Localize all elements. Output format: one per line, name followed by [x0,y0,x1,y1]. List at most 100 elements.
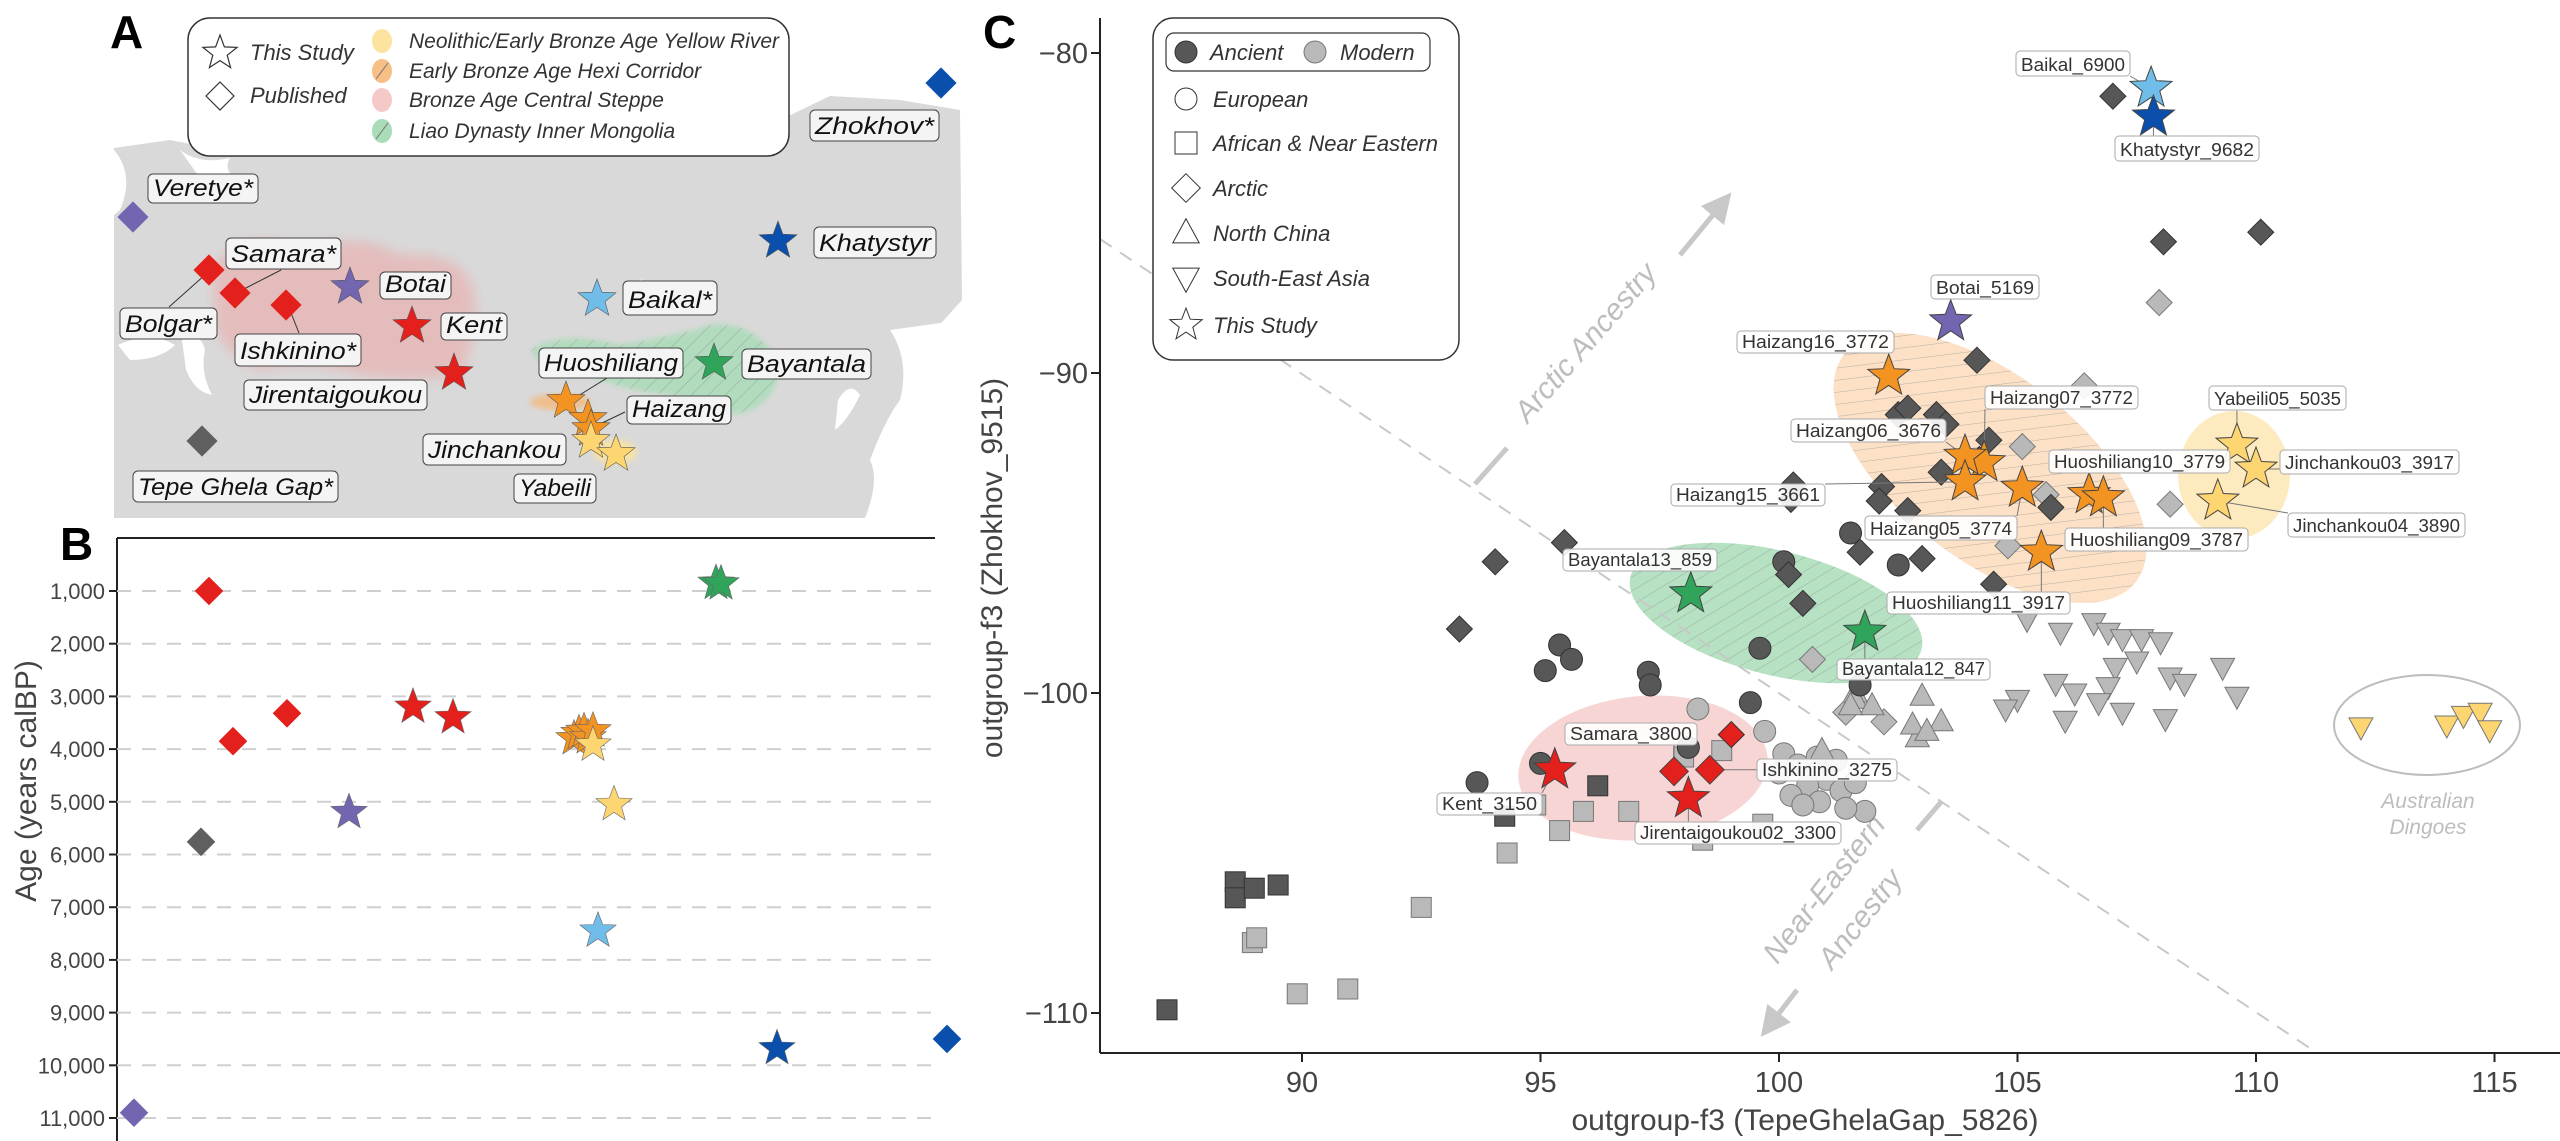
point-label-bayantala13-859: Bayantala13_859 [1562,548,1718,572]
point-label-yabeili05-5035: Yabeili05_5035 [2208,385,2347,411]
map-site-label: Baikal* [628,287,713,314]
data-point-diamond [2037,493,2065,522]
map-label-box [809,109,940,142]
data-point-square [1496,842,1518,864]
data-point-circle [1738,691,1762,715]
data-point-square [1572,800,1594,822]
panel-letter-b: B [60,518,93,570]
data-point-triangle-up [1914,717,1940,741]
label-box [1984,385,2139,410]
data-point-circle [1886,553,1910,577]
data-point-triangle-down [2095,677,2121,701]
legend-region-label: Neolithic/Early Bronze Age Yellow River [409,30,780,53]
data-point-square [1410,896,1432,918]
label-text: Baikal_6900 [2021,55,2125,76]
legend-ancient-label: Ancient [1208,40,1284,65]
label-box [1930,274,2040,300]
point-label-huoshiliang09-3787: Huoshiliang09_3787 [2064,527,2249,552]
data-point-triangle-down [2171,673,2198,698]
panel-letter-c: C [983,6,1016,58]
series-modern-south-east-asia [1992,609,2250,735]
map-site-jirentaigoukou: Jirentaigoukou [243,352,474,411]
data-point-triangle-down [2123,651,2150,676]
legend-item-north-china: North China [1171,217,1330,246]
label-text: Haizang06_3676 [1796,421,1941,442]
legend-region-label: Early Bronze Age Hexi Corridor [409,60,702,83]
y-tick-label: 3,000 [50,684,105,709]
star-marker-icon [758,220,798,258]
diamond-marker-icon [117,201,149,233]
data-point-triangle-up [1837,691,1864,716]
series-modern-north-china [1809,678,1955,761]
panel-letter-a: A [110,6,143,58]
dingo-label-line1: Australian [2379,790,2474,813]
label-text: Jirentaigoukou02_3300 [1640,823,1836,844]
label-text: Huoshiliang10_3779 [2054,452,2225,473]
map-site-label: Ishkinino* [240,338,357,365]
data-point-circle [1839,521,1863,545]
legend-region-bronze-age-central-steppe: Bronze Age Central Steppe [372,88,664,112]
age-point-ishkinino [272,698,302,728]
leader-line [577,377,608,397]
star-outline-icon [201,33,239,69]
data-point-square [1246,927,1268,949]
data-point-diamond [2149,228,2178,256]
label-text: Huoshiliang09_3787 [2070,530,2243,551]
y-tick-label: 9,000 [50,1001,105,1026]
map-site-zhokhov: Zhokhov* [809,67,957,142]
diamond-marker-icon [219,277,251,309]
legend-published-label: Published [250,83,347,108]
panel-b-age-plot: B 1,000 2,000 3,000 4,000 5,000 6,000 7,000 8,0… [10,518,962,1141]
map-label-box [119,307,218,340]
panel-c-legend-box [1152,17,1460,361]
x-tick-label: 115 [2471,1067,2517,1099]
data-point-triangle-down [2348,717,2374,741]
data-point-triangle-down [2224,686,2250,711]
legend-item-label: African & Near Eastern [1211,131,1438,156]
label-box [2048,449,2231,474]
data-point-square [1549,820,1571,842]
map-site-tepe-ghela-gap: Tepe Ghela Gap* [132,425,339,503]
age-point-tepe-ghela-gap [186,827,216,857]
data-point-diamond [2008,432,2036,461]
x-tick-label: 95 [1524,1067,1556,1099]
y-tick-label: 8,000 [50,948,105,973]
point-label-haizang15-3661: Haizang15_3661 [1670,483,1826,507]
point-kent-3150 [1532,746,1578,789]
legend-region-liao-dynasty-inner-mongolia: Liao Dynasty Inner Mongolia [372,119,675,143]
age-point-jinchankou [574,725,612,761]
map-label-box [440,312,508,341]
circle-legend-icon [1174,87,1198,111]
data-point-square [1711,740,1733,762]
map-site-ishkinino: Ishkinino* [234,289,362,367]
label-text: Haizang15_3661 [1676,485,1820,506]
y-tick-label: 1,000 [50,579,105,604]
data-point-diamond [1927,458,1955,486]
map-label-box [147,173,259,204]
legend-this-study-label: This Study [250,40,356,65]
map-site-label: Haizang [632,396,727,423]
star-marker-icon [571,420,611,458]
age-point-bolgar [194,576,224,606]
point-bayantala12-847 [1842,608,1888,652]
data-point-triangle-up [1928,707,1955,732]
ellipse-liao-inner-mongolia [1629,542,1923,684]
point-label-bayantala12-847: Bayantala12_847 [1836,658,1991,681]
point-label-huoshiliang11-3917: Huoshiliang11_3917 [1886,591,2071,615]
x-tick-label: 105 [1993,1067,2041,1099]
point-label-haizang16-3772: Haizang16_3772 [1736,330,1895,354]
map-site-label: Jinchankou [427,437,561,464]
data-point-triangle-down [2042,673,2069,698]
legend-item-label: Arctic [1211,176,1268,201]
map-legend: Neolithic/Early Bronze Age Yellow River E… [187,17,790,157]
data-point-diamond [1846,538,1874,566]
legend-item-label: This Study [1213,313,1319,338]
map-site-label: Jirentaigoukou [248,382,422,409]
data-point-circle [1686,697,1710,721]
star-marker-icon [577,278,617,316]
near-eastern-arrow-tail [1915,799,1944,832]
age-point-khatystyr [758,1028,796,1065]
hatch-icon [375,62,389,80]
data-point-triangle-down [2152,709,2179,733]
data-point-triangle-up [1859,691,1885,716]
